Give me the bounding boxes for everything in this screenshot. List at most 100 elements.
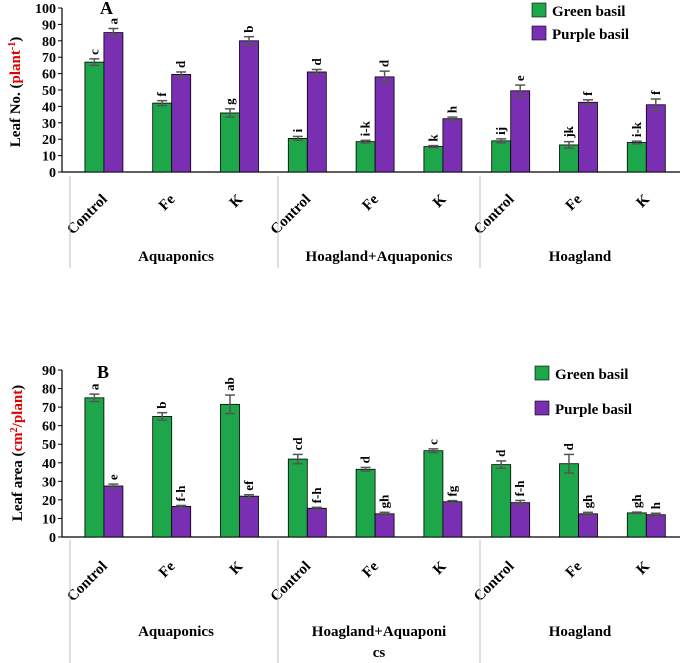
bar-green-basil xyxy=(559,463,579,538)
y-tick-label: 10 xyxy=(42,512,56,527)
y-tick-label: 80 xyxy=(42,35,56,50)
bar-purple-basil xyxy=(510,502,531,538)
legend-label: Green basil xyxy=(552,4,625,20)
significance-letter: a xyxy=(86,383,101,390)
x-tick-label: Fe xyxy=(359,558,382,581)
legend-label: Purple basil xyxy=(552,27,629,43)
significance-letter: d xyxy=(309,58,324,66)
significance-letter: f xyxy=(648,90,663,95)
significance-letter: f-h xyxy=(173,485,188,502)
x-tick-label: Fe xyxy=(359,191,382,214)
x-tick-label: Control xyxy=(268,192,314,238)
significance-letter: gh xyxy=(580,494,595,509)
y-axis-label-unit: plant xyxy=(8,50,24,83)
bar-green-basil xyxy=(626,142,647,173)
y-axis-label: Leaf No. (plant-1) xyxy=(7,37,25,147)
significance-letter: f-h xyxy=(512,480,527,497)
x-tick-label: Control xyxy=(268,559,314,605)
panel-label: B xyxy=(97,362,109,382)
y-axis-label-sup: 2 xyxy=(9,427,20,432)
x-tick-label: Fe xyxy=(156,191,179,214)
bar-purple-basil xyxy=(306,507,327,538)
group-label: Aquaponics xyxy=(138,249,214,265)
bar-purple-basil xyxy=(645,104,666,173)
legend-swatch-purple xyxy=(534,400,550,416)
bar-green-basil xyxy=(355,141,376,173)
bar-purple-basil xyxy=(171,74,192,173)
legend-swatch-green xyxy=(534,365,550,381)
x-tick-label: Fe xyxy=(563,191,586,214)
y-tick-label: 30 xyxy=(42,475,56,490)
bar-purple-basil xyxy=(374,76,395,173)
bar-green-basil xyxy=(423,450,444,538)
x-tick-label: K xyxy=(227,558,247,578)
group-label: Hoagland xyxy=(549,249,612,265)
bar-green-basil xyxy=(491,464,512,538)
y-tick-label: 0 xyxy=(49,531,56,546)
significance-letter: gh xyxy=(629,494,644,509)
bar-green-basil xyxy=(287,458,308,538)
x-tick-label: Fe xyxy=(156,558,179,581)
bar-purple-basil xyxy=(442,118,463,173)
bar-purple-basil xyxy=(510,90,531,173)
y-tick-label: 60 xyxy=(42,68,56,83)
significance-letter: b xyxy=(241,25,256,32)
bar-green-basil xyxy=(220,112,240,173)
bar-purple-basil xyxy=(239,495,259,538)
x-tick-label: Control xyxy=(471,559,517,605)
significance-letter: h xyxy=(648,501,663,509)
bar-purple-basil xyxy=(374,513,395,538)
bar-purple-basil xyxy=(306,71,327,173)
significance-letter: ef xyxy=(241,480,256,491)
legend-label: Purple basil xyxy=(555,402,632,418)
y-tick-label: 70 xyxy=(42,51,56,66)
bar-green-basil xyxy=(152,415,173,538)
bar-green-basil xyxy=(84,61,105,173)
y-tick-label: 40 xyxy=(42,457,56,472)
legend-swatch-purple xyxy=(531,25,547,41)
significance-letter: d xyxy=(493,449,508,457)
bar-green-basil xyxy=(626,512,647,538)
x-tick-label: K xyxy=(634,191,654,211)
bar-purple-basil xyxy=(171,505,192,538)
bar-green-basil xyxy=(423,146,444,173)
significance-letter: d xyxy=(173,60,188,68)
x-tick-label: K xyxy=(634,558,654,578)
significance-letter: f xyxy=(154,92,169,97)
x-tick-label: K xyxy=(227,191,247,211)
significance-letter: g xyxy=(222,98,237,105)
y-tick-label: 70 xyxy=(42,401,56,416)
significance-letter: ij xyxy=(493,127,508,135)
bar-green-basil xyxy=(220,403,240,538)
x-tick-label: K xyxy=(430,191,450,211)
y-axis-label-suffix: ) xyxy=(8,37,24,42)
significance-letter: f-h xyxy=(309,487,324,504)
y-axis-label-sup: -1 xyxy=(7,42,18,50)
y-tick-label: 90 xyxy=(42,364,56,379)
significance-letter: i-k xyxy=(629,121,644,137)
significance-letter: fg xyxy=(444,485,459,496)
significance-letter: e xyxy=(105,474,120,480)
bar-green-basil xyxy=(84,397,105,538)
bar-green-basil xyxy=(559,144,579,173)
y-tick-label: 60 xyxy=(42,420,56,435)
panel-label: A xyxy=(100,0,113,18)
significance-letter: c xyxy=(86,49,101,55)
significance-letter: i-k xyxy=(358,120,373,136)
legend-swatch-green xyxy=(531,2,547,18)
significance-letter: d xyxy=(358,455,373,463)
x-tick-label: Control xyxy=(471,192,517,238)
y-tick-label: 50 xyxy=(42,84,56,99)
y-axis-label-unit: cm xyxy=(10,432,26,452)
group-label-wrap: cs xyxy=(373,645,386,661)
bar-green-basil xyxy=(355,468,376,538)
bar-purple-basil xyxy=(103,485,124,538)
bar-purple-basil xyxy=(103,32,124,173)
y-tick-label: 20 xyxy=(42,133,56,148)
y-tick-label: 90 xyxy=(42,18,56,33)
y-tick-label: 20 xyxy=(42,494,56,509)
y-axis-label-prefix: Leaf No. ( xyxy=(8,83,24,147)
significance-letter: e xyxy=(512,75,527,81)
